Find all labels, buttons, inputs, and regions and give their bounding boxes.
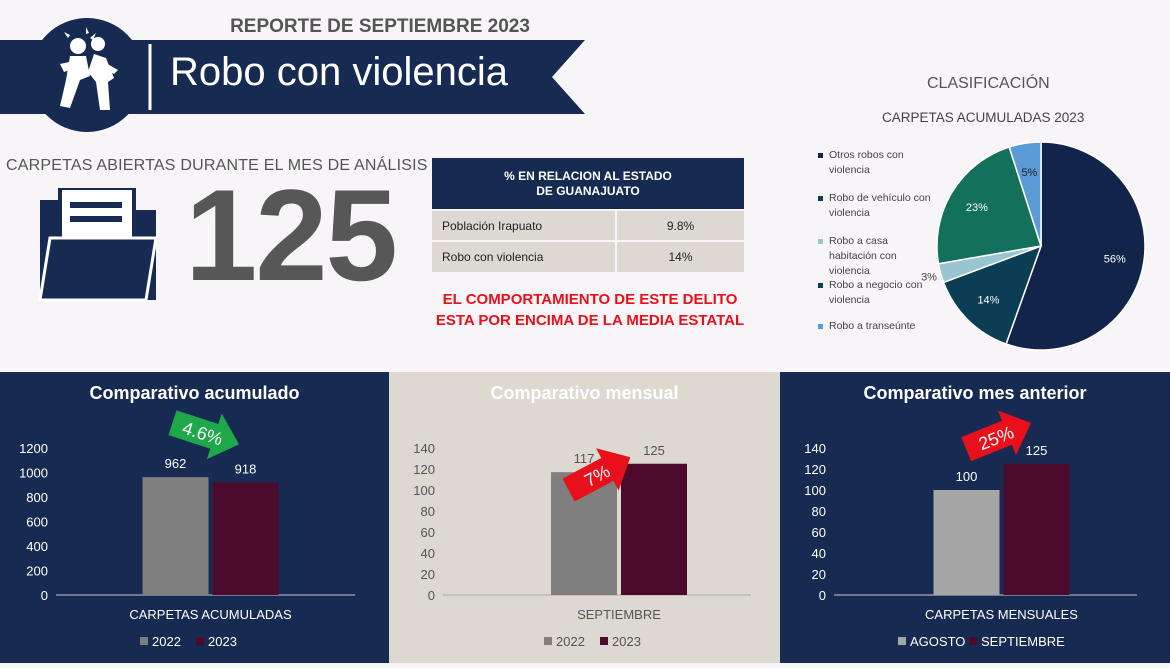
y-tick-label: 0 bbox=[819, 588, 826, 603]
pie-slice-label: 3% bbox=[921, 271, 937, 283]
legend-label: 2023 bbox=[612, 634, 641, 649]
y-tick-label: 140 bbox=[413, 441, 435, 456]
y-tick-label: 120 bbox=[413, 462, 435, 477]
bar-value-label: 125 bbox=[643, 443, 665, 458]
legend-swatch bbox=[544, 637, 552, 645]
bar-value-label: 125 bbox=[1026, 443, 1048, 458]
legend-swatch bbox=[600, 637, 608, 645]
legend-label: 2022 bbox=[556, 634, 585, 649]
y-tick-label: 80 bbox=[421, 504, 435, 519]
bar bbox=[933, 490, 1000, 595]
bar-chart-previous-month: 0 20 40 60 80 100 120 140 100 125 CARPETAS MENSUAL… bbox=[804, 410, 1137, 649]
bar bbox=[212, 482, 279, 595]
bar bbox=[142, 477, 209, 595]
assault-emblem bbox=[30, 18, 144, 132]
legend-item: Robo a transeúnte bbox=[818, 319, 938, 334]
pie-slice bbox=[1005, 141, 1146, 351]
classification-title: CLASIFICACIÓN bbox=[927, 75, 1050, 92]
pie-slice bbox=[942, 244, 1043, 345]
y-tick-label: 200 bbox=[26, 564, 48, 579]
legend-label: AGOSTO bbox=[910, 634, 965, 649]
panel-previous-month: Comparativo mes anterior 0 20 40 60 80 100 120… bbox=[780, 372, 1170, 663]
pie-chart: 56% 14% 3% 23% 5% bbox=[921, 141, 1146, 351]
panel-title: Comparativo acumulado bbox=[89, 383, 300, 403]
alert-message: EL COMPORTAMIENTO DE ESTE DELITO ESTA POR… bbox=[435, 291, 745, 329]
legend-item: Robo a casa habitación con violencia bbox=[818, 234, 938, 279]
bar-value-label: 962 bbox=[165, 456, 187, 471]
y-tick-label: 100 bbox=[413, 483, 435, 498]
bar-chart-monthly: 0 20 40 60 80 100 120 140 117 125 SEPTIEMBRE 2022 20… bbox=[413, 441, 751, 649]
y-tick-label: 60 bbox=[421, 525, 435, 540]
assault-icon bbox=[60, 27, 118, 110]
y-tick-label: 800 bbox=[26, 490, 48, 505]
bar-value-label: 100 bbox=[956, 469, 978, 484]
panel-title: Comparativo mensual bbox=[490, 383, 679, 403]
legend-label: SEPTIEMBRE bbox=[981, 634, 1065, 649]
table-row: Robo con violencia 14% bbox=[432, 240, 744, 272]
bar-value-label: 918 bbox=[235, 462, 257, 477]
bar-value-label: 117 bbox=[574, 451, 595, 466]
table-row: Población Irapuato 9.8% bbox=[432, 209, 744, 241]
y-tick-label: 0 bbox=[428, 588, 435, 603]
open-cases-label: CARPETAS ABIERTAS DURANTE EL MES DE ANÁL… bbox=[6, 157, 428, 174]
state-percentage-table: % EN RELACION AL ESTADO DE GUANAJUATO Pob… bbox=[432, 158, 744, 272]
pie-slice bbox=[936, 146, 1042, 265]
bar-chart-cumulative: 0 200 400 600 800 1000 1200 962 918 CARPETAS ACUM… bbox=[19, 410, 355, 649]
crime-title: Robo con violencia bbox=[170, 50, 508, 94]
y-tick-label: 140 bbox=[804, 441, 826, 456]
y-tick-label: 1200 bbox=[19, 441, 48, 456]
y-tick-label: 100 bbox=[804, 483, 826, 498]
legend-item: Robo a negocio con violencia bbox=[818, 278, 938, 308]
pie-slice-label: 14% bbox=[977, 294, 999, 306]
y-tick-label: 1000 bbox=[19, 466, 48, 481]
legend-swatch bbox=[196, 637, 204, 645]
legend-swatch bbox=[969, 637, 977, 645]
folder-icon bbox=[38, 188, 158, 302]
pie-chart-title: CARPETAS ACUMULADAS 2023 bbox=[882, 110, 1085, 125]
change-arrow: 25% bbox=[961, 410, 1032, 462]
bar bbox=[621, 463, 687, 595]
bar bbox=[1003, 463, 1070, 595]
x-category-label: CARPETAS MENSUALES bbox=[925, 607, 1078, 622]
pie-slice-label: 5% bbox=[1021, 167, 1037, 179]
legend-swatch bbox=[140, 637, 148, 645]
y-tick-label: 600 bbox=[26, 515, 48, 530]
y-tick-label: 80 bbox=[812, 504, 826, 519]
y-tick-label: 120 bbox=[804, 462, 826, 477]
legend-swatch bbox=[898, 637, 906, 645]
panel-cumulative: Comparativo acumulado 0 200 400 600 800 1000 1… bbox=[0, 372, 389, 663]
open-cases-count: 125 bbox=[185, 162, 398, 308]
y-tick-label: 0 bbox=[41, 588, 48, 603]
legend-item: Robo de vehículo con violencia bbox=[818, 191, 938, 221]
pie-slice bbox=[1008, 141, 1042, 247]
y-tick-label: 40 bbox=[812, 546, 826, 561]
panel-title: Comparativo mes anterior bbox=[863, 383, 1087, 403]
pie-slice-label: 23% bbox=[966, 202, 988, 214]
report-title: REPORTE DE SEPTIEMBRE 2023 bbox=[230, 16, 530, 37]
legend-label: 2023 bbox=[208, 634, 237, 649]
legend-item: Otros robos con violencia bbox=[818, 148, 938, 178]
y-tick-label: 20 bbox=[421, 567, 435, 582]
legend-label: 2022 bbox=[152, 634, 181, 649]
x-category-label: CARPETAS ACUMULADAS bbox=[129, 607, 292, 622]
y-tick-label: 40 bbox=[421, 546, 435, 561]
table-header: % EN RELACION AL ESTADO DE GUANAJUATO bbox=[432, 158, 744, 210]
title-banner bbox=[0, 40, 585, 114]
panel-monthly: Comparativo mensual 0 20 40 60 80 100 120 140 11… bbox=[389, 372, 780, 663]
y-tick-label: 20 bbox=[812, 567, 826, 582]
y-tick-label: 60 bbox=[812, 525, 826, 540]
x-category-label: SEPTIEMBRE bbox=[577, 607, 661, 622]
pie-slice-label: 56% bbox=[1104, 254, 1126, 266]
y-tick-label: 400 bbox=[26, 539, 48, 554]
